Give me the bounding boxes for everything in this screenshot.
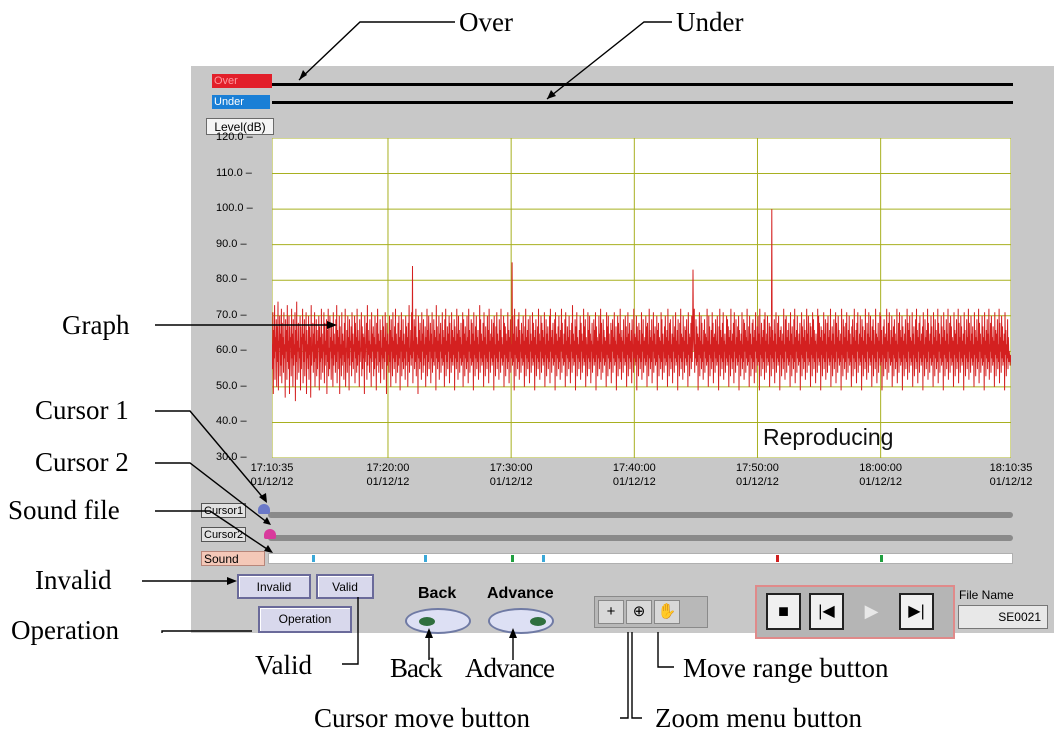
advance-led-icon bbox=[530, 617, 546, 626]
x-tick-time: 18:00:00 bbox=[859, 462, 903, 474]
zoom-icon: ⊕ bbox=[632, 603, 646, 620]
move-range-button[interactable]: ✋ bbox=[654, 600, 680, 624]
invalid-marker[interactable] bbox=[312, 555, 315, 562]
invalid-callout: Invalid bbox=[35, 565, 112, 595]
x-tick-time: 17:50:00 bbox=[736, 462, 779, 474]
skip-forward-button[interactable]: ▶| bbox=[899, 593, 934, 630]
transport-controls: ■ |◀ ▶ ▶| bbox=[755, 585, 955, 639]
x-tick-label: 18:10:35 01/12/12 bbox=[971, 461, 1051, 489]
skip-back-button[interactable]: |◀ bbox=[809, 593, 844, 630]
advance-button[interactable] bbox=[488, 608, 554, 634]
playback-status: Reproducing bbox=[763, 424, 894, 450]
x-tick-date: 01/12/12 bbox=[612, 476, 656, 488]
cursor2-label: Cursor2 bbox=[201, 527, 247, 542]
y-tick-label: 100.0 – bbox=[216, 202, 253, 215]
valid-marker[interactable] bbox=[511, 555, 514, 562]
level-graph[interactable] bbox=[271, 137, 1012, 459]
x-tick-date: 01/12/12 bbox=[859, 476, 903, 488]
level-axis-button[interactable]: Level(dB) bbox=[206, 118, 274, 135]
invalid-marker[interactable] bbox=[424, 555, 427, 562]
file-name-field: SE0021 bbox=[958, 605, 1048, 629]
hand-icon: ✋ bbox=[657, 603, 677, 620]
x-tick-date: 01/12/12 bbox=[250, 476, 294, 488]
back-led-icon bbox=[419, 617, 435, 626]
sound-file-track[interactable] bbox=[268, 553, 1013, 564]
operation-callout: Operation bbox=[11, 615, 119, 645]
y-tick-label: 80.0 – bbox=[216, 273, 247, 286]
cursor-move-leader-line bbox=[620, 632, 629, 719]
operation-button[interactable]: Operation bbox=[258, 606, 352, 633]
cursor2-handle[interactable] bbox=[264, 529, 276, 539]
operation-marker[interactable] bbox=[776, 555, 779, 562]
y-tick-label: 50.0 – bbox=[216, 379, 247, 392]
graph-canvas bbox=[271, 137, 1012, 459]
y-tick-label: 40.0 – bbox=[216, 415, 247, 428]
y-tick-label: 60.0 – bbox=[216, 344, 247, 357]
move-range-leader-line bbox=[657, 632, 674, 668]
advance-callout: Advance bbox=[465, 653, 555, 683]
y-tick-label: 110.0 – bbox=[216, 166, 252, 179]
sound-label: Sound bbox=[201, 551, 265, 566]
y-tick-label: 90.0 – bbox=[216, 237, 247, 250]
zoom-leader-line bbox=[631, 632, 642, 719]
play-icon: ▶ bbox=[864, 601, 879, 621]
zoom-menu-callout: Zoom menu button bbox=[655, 703, 862, 733]
y-tick-label: 120.0 – bbox=[216, 131, 253, 143]
cursor1-callout: Cursor 1 bbox=[35, 395, 129, 425]
advance-label: Advance bbox=[487, 585, 554, 602]
stop-button[interactable]: ■ bbox=[766, 593, 801, 630]
stop-icon: ■ bbox=[778, 601, 789, 621]
move-range-callout: Move range button bbox=[683, 653, 889, 683]
x-tick-label: 17:40:00 01/12/12 bbox=[594, 461, 674, 489]
cursor1-handle[interactable] bbox=[258, 504, 270, 514]
x-tick-time: 18:10:35 bbox=[989, 462, 1033, 474]
x-tick-time: 17:40:00 bbox=[612, 462, 656, 474]
x-tick-label: 18:00:00 01/12/12 bbox=[841, 461, 921, 489]
skip-forward-icon: ▶| bbox=[908, 603, 925, 620]
valid-callout: Valid bbox=[255, 650, 312, 680]
x-tick-time: 17:10:35 bbox=[250, 462, 294, 474]
x-tick-label: 17:30:00 01/12/12 bbox=[471, 461, 551, 489]
x-tick-label: 17:10:35 01/12/12 bbox=[232, 461, 312, 489]
over-level-line bbox=[272, 83, 1013, 86]
under-indicator: Under bbox=[212, 95, 270, 109]
cursor1-label: Cursor1 bbox=[201, 503, 247, 518]
file-name-label: File Name bbox=[959, 588, 1014, 602]
sound-file-callout: Sound file bbox=[8, 495, 120, 525]
cursor-move-callout: Cursor move button bbox=[314, 703, 530, 733]
under-callout: Under bbox=[676, 7, 744, 37]
cursor2-track[interactable] bbox=[268, 535, 1013, 541]
back-label: Back bbox=[418, 585, 457, 602]
x-tick-label: 17:50:00 01/12/12 bbox=[717, 461, 797, 489]
cursor-move-button[interactable]: + bbox=[598, 600, 624, 624]
skip-back-icon: |◀ bbox=[818, 603, 835, 620]
invalid-button[interactable]: Invalid bbox=[237, 574, 311, 599]
zoom-menu-button[interactable]: ⊕ bbox=[626, 600, 652, 624]
play-button[interactable]: ▶ bbox=[854, 593, 889, 630]
x-tick-date: 01/12/12 bbox=[989, 476, 1033, 488]
cursor2-callout: Cursor 2 bbox=[35, 447, 129, 477]
back-button[interactable] bbox=[405, 608, 471, 634]
cursor1-track[interactable] bbox=[268, 512, 1013, 518]
over-indicator: Over bbox=[212, 74, 272, 88]
x-tick-date: 01/12/12 bbox=[366, 476, 410, 488]
under-level-line bbox=[272, 101, 1013, 104]
invalid-marker[interactable] bbox=[542, 555, 545, 562]
back-callout: Back bbox=[390, 653, 442, 683]
graph-callout: Graph bbox=[62, 310, 130, 340]
over-callout: Over bbox=[459, 7, 513, 37]
level-series-line bbox=[271, 209, 1012, 402]
cursor-move-icon: + bbox=[606, 603, 616, 620]
x-tick-date: 01/12/12 bbox=[736, 476, 779, 488]
x-tick-time: 17:30:00 bbox=[489, 462, 533, 474]
valid-button[interactable]: Valid bbox=[316, 574, 374, 599]
y-tick-label: 70.0 – bbox=[216, 308, 247, 321]
valid-marker[interactable] bbox=[880, 555, 883, 562]
graph-tool-palette: + ⊕ ✋ bbox=[594, 596, 708, 628]
x-tick-time: 17:20:00 bbox=[366, 462, 410, 474]
x-tick-date: 01/12/12 bbox=[489, 476, 533, 488]
x-tick-label: 17:20:00 01/12/12 bbox=[348, 461, 428, 489]
